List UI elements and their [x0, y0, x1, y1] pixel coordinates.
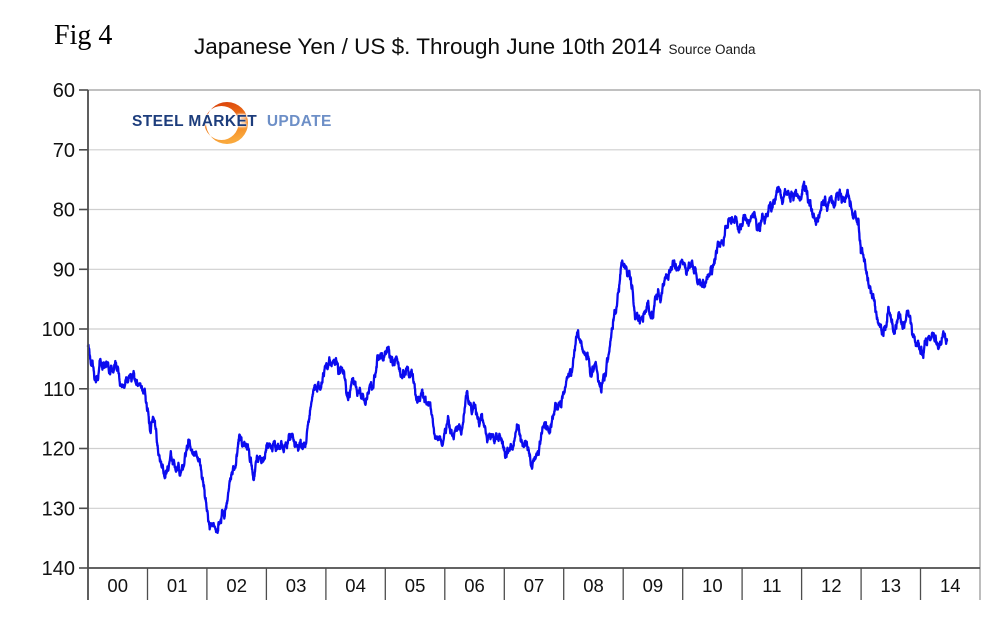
- y-tick-label: 70: [53, 140, 75, 162]
- y-tick-label: 60: [53, 80, 75, 102]
- chart-title: Japanese Yen / US $. Through June 10th 2…: [194, 34, 662, 59]
- logo-crescent-icon: [204, 102, 248, 144]
- y-tick-label: 100: [42, 319, 75, 341]
- title-row: Japanese Yen / US $. Through June 10th 2…: [194, 34, 756, 60]
- logo-word-market: MARKET: [188, 113, 258, 130]
- logo-word-update: UPDATE: [266, 113, 332, 130]
- x-year-label: 12: [821, 575, 842, 596]
- x-year-label: 06: [464, 575, 485, 596]
- y-tick-label: 80: [53, 200, 75, 222]
- y-tick-label: 140: [42, 558, 75, 580]
- x-year-label: 00: [107, 575, 128, 596]
- price-line: [86, 180, 949, 535]
- y-tick-label: 120: [42, 439, 75, 461]
- x-year-label: 13: [881, 575, 902, 596]
- x-year-label: 05: [405, 575, 426, 596]
- smu-logo: STEEL MARKET UPDATE: [118, 100, 358, 146]
- x-year-label: 04: [345, 575, 366, 596]
- logo-text: STEEL MARKET UPDATE: [132, 113, 332, 131]
- x-year-label: 02: [226, 575, 247, 596]
- x-year-label: 11: [762, 575, 781, 596]
- x-year-label: 08: [583, 575, 604, 596]
- x-year-label: 03: [286, 575, 307, 596]
- x-year-label: 09: [643, 575, 664, 596]
- x-year-label: 10: [702, 575, 723, 596]
- x-year-label: 14: [940, 575, 961, 596]
- logo-word-steel: STEEL: [132, 113, 184, 130]
- y-tick-label: 130: [42, 498, 75, 520]
- y-tick-label: 110: [43, 379, 75, 401]
- y-tick-label: 90: [53, 259, 75, 281]
- chart-source-label: Source Oanda: [668, 42, 756, 57]
- figure-label: Fig 4: [54, 20, 113, 51]
- x-year-label: 01: [167, 575, 188, 596]
- x-year-label: 07: [524, 575, 545, 596]
